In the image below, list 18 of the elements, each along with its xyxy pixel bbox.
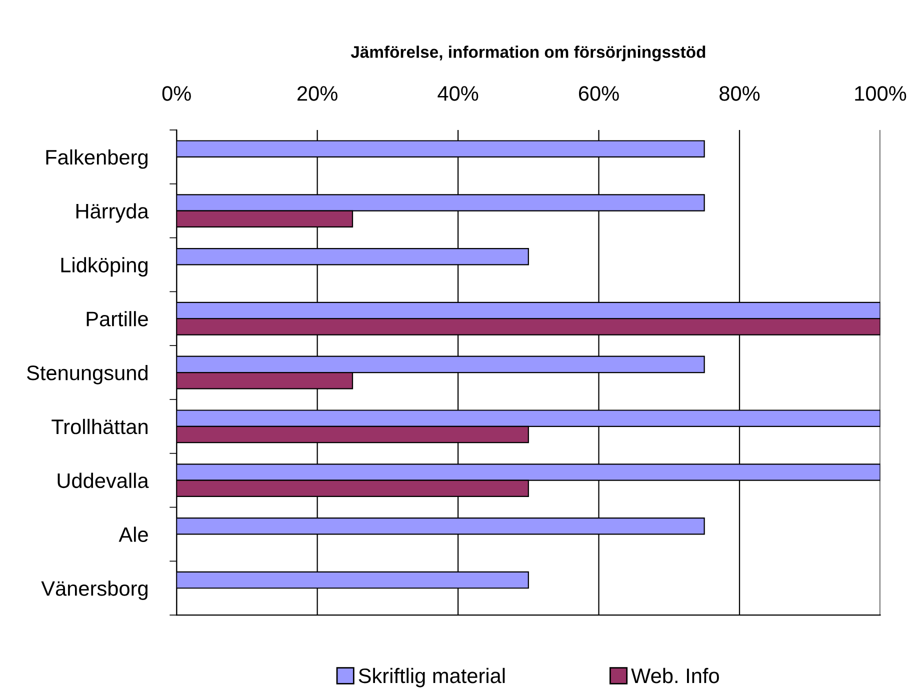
x-tick-label: 0% [162,86,191,101]
x-tick-label: 80% [720,86,760,101]
chart-title: Jämförelse, information om försörjningsstöd [350,46,706,62]
x-tick-label: 20% [298,86,338,101]
y-tick-label: Partille [86,311,148,326]
y-tick-label: Ale [118,526,148,542]
x-tick-label: 40% [438,86,478,101]
x-tick-label: 60% [578,86,619,101]
legend-label: Skriftlig material [358,668,505,688]
y-tick-label: Härryda [76,203,149,223]
x-tick-label: 100% [855,86,906,101]
y-tick-label: Stenungsund [26,364,148,384]
y-tick-label: Vänersborg [41,580,148,600]
y-tick-label: Lidköping [61,257,148,277]
y-tick-label: Trollhättan [52,418,148,434]
legend-label: Web. Info [631,668,719,684]
y-tick-label: Uddevalla [58,472,149,488]
y-tick-label: Falkenberg [46,149,148,169]
